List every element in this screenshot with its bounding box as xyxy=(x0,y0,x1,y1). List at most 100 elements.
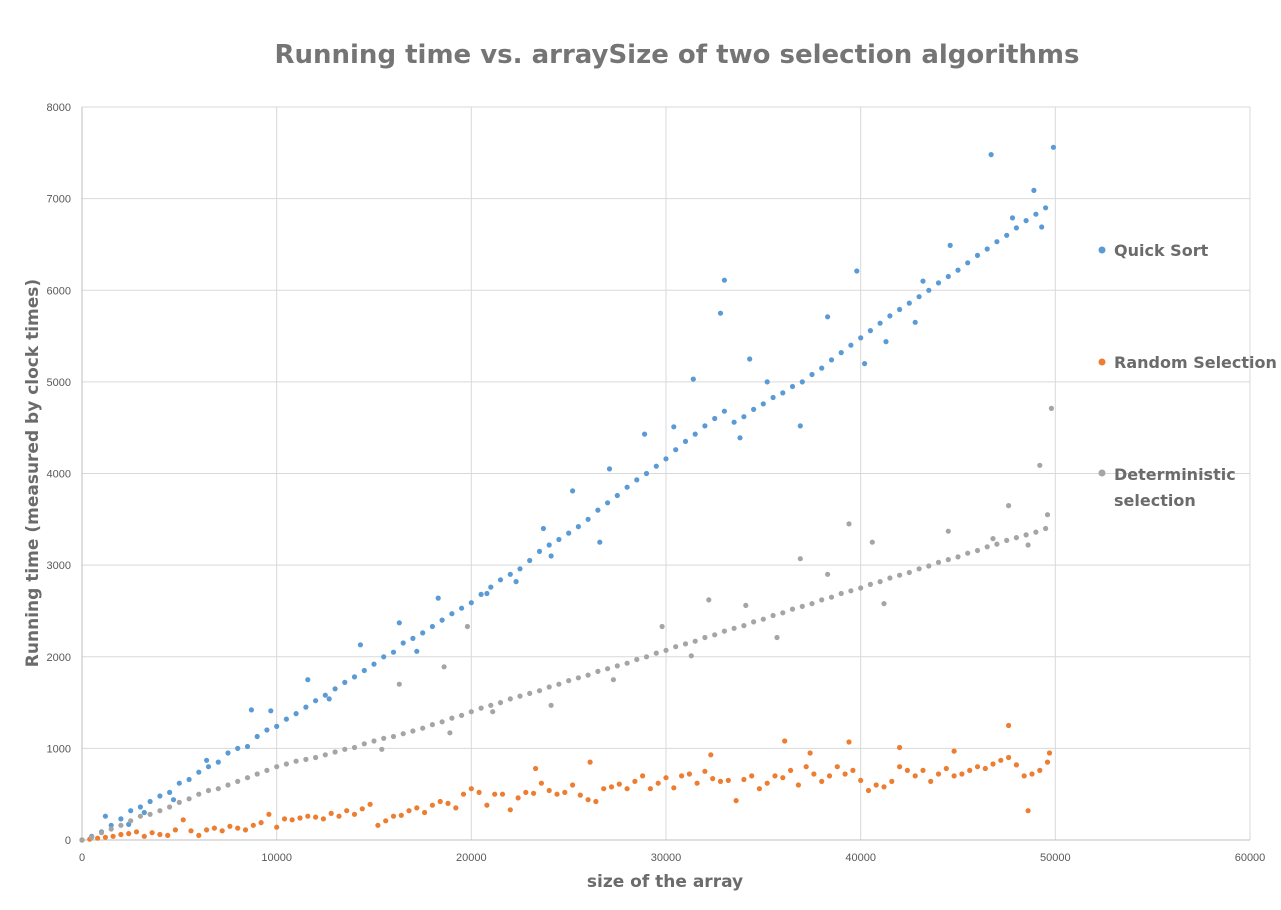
data-point-random-selection xyxy=(593,798,599,805)
data-point-random-selection xyxy=(1044,759,1051,765)
data-point-deterministic-selection xyxy=(137,813,143,819)
data-point-quick-sort xyxy=(371,661,377,667)
data-point-quick-sort xyxy=(1050,144,1056,150)
data-point-quick-sort xyxy=(536,548,543,555)
data-point-random-selection xyxy=(873,782,879,788)
data-point-deterministic-selection xyxy=(673,644,679,650)
data-point-random-selection xyxy=(601,786,607,792)
data-point-quick-sort xyxy=(414,648,420,654)
data-point-random-selection xyxy=(492,791,498,797)
legend-item-deterministic-selection[interactable]: Deterministic selection xyxy=(1098,465,1236,510)
data-point-random-selection xyxy=(328,810,334,817)
data-point-deterministic-selection xyxy=(89,834,95,840)
data-point-quick-sort xyxy=(770,394,776,401)
legend-item-quick-sort[interactable]: Quick Sort xyxy=(1098,241,1209,260)
data-point-quick-sort xyxy=(809,371,815,378)
data-point-random-selection xyxy=(647,786,654,792)
data-point-deterministic-selection xyxy=(441,664,447,670)
data-point-random-selection xyxy=(437,798,443,805)
data-point-random-selection xyxy=(1013,762,1020,768)
data-point-deterministic-selection xyxy=(945,528,951,534)
data-point-deterministic-selection xyxy=(546,684,552,690)
data-point-quick-sort xyxy=(381,654,387,660)
data-point-random-selection xyxy=(235,825,241,831)
data-point-quick-sort xyxy=(945,273,951,280)
data-point-quick-sort xyxy=(692,431,698,437)
data-point-deterministic-selection xyxy=(244,775,251,781)
data-point-deterministic-selection xyxy=(702,634,708,641)
data-point-deterministic-selection xyxy=(196,791,202,797)
data-point-random-selection xyxy=(562,789,568,796)
data-point-random-selection xyxy=(351,811,358,817)
data-point-random-selection xyxy=(133,829,140,835)
data-point-deterministic-selection xyxy=(274,764,280,770)
data-point-quick-sort xyxy=(867,328,874,334)
data-point-random-selection xyxy=(305,813,311,819)
data-point-deterministic-selection xyxy=(825,571,831,577)
data-point-quick-sort xyxy=(747,356,753,362)
data-point-random-selection xyxy=(717,778,724,785)
data-point-deterministic-selection xyxy=(688,653,694,659)
data-point-deterministic-selection xyxy=(1048,405,1054,411)
data-point-quick-sort xyxy=(906,300,912,306)
data-point-quick-sort xyxy=(955,267,961,273)
data-point-quick-sort xyxy=(326,696,332,702)
data-point-random-selection xyxy=(204,827,210,833)
data-point-deterministic-selection xyxy=(1013,535,1020,541)
data-point-quick-sort xyxy=(420,630,426,636)
data-point-quick-sort xyxy=(429,623,435,630)
data-point-deterministic-selection xyxy=(449,715,455,721)
legend-item-random-selection[interactable]: Random Selection xyxy=(1098,353,1277,372)
data-point-random-selection xyxy=(570,782,576,788)
legend-label-deterministic-selection: Deterministic selection xyxy=(1114,465,1236,510)
data-point-deterministic-selection xyxy=(459,712,465,719)
legend-label-line: selection xyxy=(1114,491,1196,510)
data-point-random-selection xyxy=(897,764,903,770)
data-point-quick-sort xyxy=(439,617,445,623)
data-point-quick-sort xyxy=(965,260,971,266)
y-tick-label: 7000 xyxy=(47,194,71,206)
legend-marker-quick-sort xyxy=(1098,246,1106,254)
data-point-deterministic-selection xyxy=(361,741,367,747)
data-point-quick-sort xyxy=(897,306,903,313)
data-point-random-selection xyxy=(1006,722,1012,729)
data-point-deterministic-selection xyxy=(464,623,470,630)
data-point-random-selection xyxy=(250,822,256,828)
y-tick-label: 5000 xyxy=(47,377,71,389)
data-point-quick-sort xyxy=(828,357,835,363)
data-point-quick-sort xyxy=(887,313,893,319)
data-point-quick-sort xyxy=(322,692,328,698)
data-point-quick-sort xyxy=(988,152,994,158)
data-point-deterministic-selection xyxy=(887,575,893,581)
data-point-random-selection xyxy=(577,792,583,798)
data-point-quick-sort xyxy=(293,711,299,717)
data-point-random-selection xyxy=(289,817,295,823)
data-point-random-selection xyxy=(468,786,474,792)
data-point-random-selection xyxy=(165,832,171,839)
data-point-random-selection xyxy=(460,791,467,797)
data-point-random-selection xyxy=(587,759,593,765)
data-point-random-selection xyxy=(1025,808,1031,814)
data-point-quick-sort xyxy=(303,704,309,710)
data-point-quick-sort xyxy=(642,431,648,437)
data-point-quick-sort xyxy=(690,376,696,382)
data-point-quick-sort xyxy=(186,776,192,783)
data-point-quick-sort xyxy=(994,239,1000,245)
data-point-deterministic-selection xyxy=(1043,525,1049,532)
data-point-quick-sort xyxy=(721,408,728,414)
data-point-quick-sort xyxy=(1013,225,1020,231)
data-point-random-selection xyxy=(616,781,622,787)
data-point-quick-sort xyxy=(597,539,603,545)
data-point-quick-sort xyxy=(737,435,743,441)
data-point-random-selection xyxy=(375,822,381,828)
data-point-deterministic-selection xyxy=(610,677,617,683)
data-point-quick-sort xyxy=(595,507,601,513)
data-point-random-selection xyxy=(974,764,981,770)
data-point-quick-sort xyxy=(137,804,143,810)
data-point-random-selection xyxy=(982,765,988,772)
data-point-quick-sort xyxy=(797,423,803,429)
data-point-random-selection xyxy=(826,773,833,779)
data-point-quick-sort xyxy=(912,319,918,325)
data-point-random-selection xyxy=(585,797,591,803)
data-point-deterministic-selection xyxy=(400,731,406,737)
